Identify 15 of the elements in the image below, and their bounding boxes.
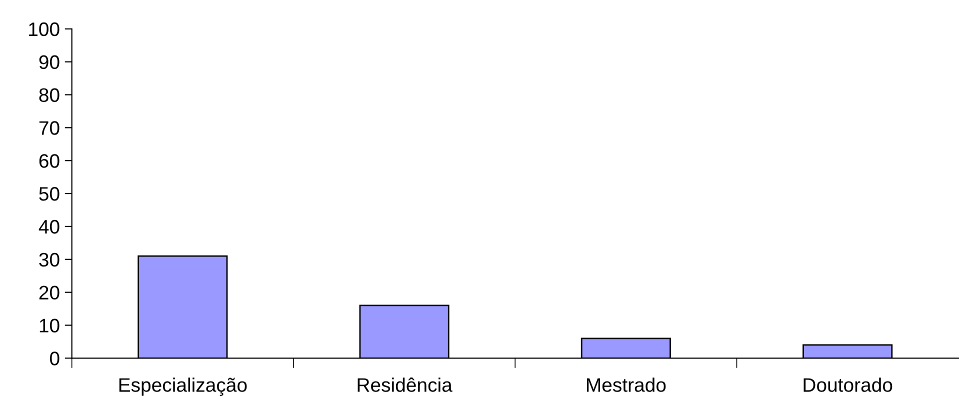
y-tick-label: 40: [38, 220, 60, 234]
y-tick-label: 70: [39, 121, 60, 135]
x-tick-label: Doutorado: [804, 378, 892, 392]
y-tick-label: 60: [39, 154, 60, 168]
y-tick-label: 50: [39, 186, 60, 201]
y-tick-label: 20: [39, 286, 60, 300]
y-tick-label: 0: [50, 352, 60, 366]
x-tick-label: Mestrado: [587, 378, 666, 392]
x-tick-label: Residência: [358, 378, 452, 392]
y-tick-label: 30: [39, 252, 60, 267]
y-tick-label: 10: [40, 318, 60, 332]
y-tick-label: 100: [29, 22, 60, 36]
y-tick-label: 90: [39, 55, 60, 70]
y-tick-label: 80: [39, 88, 60, 102]
x-tick-label: Especialização: [119, 378, 247, 396]
